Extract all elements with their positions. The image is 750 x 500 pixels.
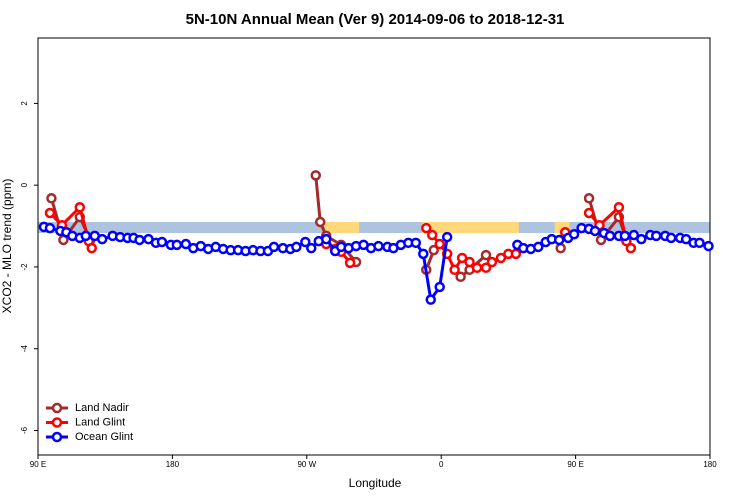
y-tick-label: -2 [20, 263, 29, 271]
data-point [86, 242, 98, 254]
y-axis-label: XCO2 - MLO trend (ppm) [0, 179, 14, 314]
y-tick-label: -6 [20, 426, 29, 434]
data-point [134, 234, 145, 246]
data-point [604, 230, 616, 242]
data-point [533, 241, 544, 253]
data-point [306, 242, 317, 254]
data-point [555, 242, 566, 254]
x-tick-label: 90 E [30, 460, 46, 469]
data-point [625, 242, 637, 254]
data-point [434, 281, 445, 293]
data-point [44, 207, 56, 219]
data-point [510, 248, 522, 260]
data-point [46, 193, 57, 204]
data-point [486, 256, 498, 268]
highlight-band [323, 221, 360, 234]
data-point [628, 229, 640, 241]
data-point [425, 294, 436, 305]
data-point [553, 234, 565, 246]
data-point [80, 230, 92, 242]
legend-label: Ocean Glint [75, 431, 133, 443]
data-point [480, 262, 492, 274]
data-point [703, 240, 714, 252]
highlight-band [554, 221, 570, 234]
legend-marker [51, 417, 63, 428]
y-tick-label: 0 [20, 182, 29, 187]
data-point [471, 262, 483, 274]
data-point [456, 252, 468, 264]
data-point [583, 193, 595, 204]
data-point [464, 256, 475, 268]
data-point [583, 207, 595, 219]
highlight-band [421, 221, 519, 234]
data-point [44, 222, 56, 234]
data-point [421, 222, 432, 234]
data-point [495, 252, 507, 264]
data-point [619, 230, 631, 242]
x-tick-label: 180 [703, 460, 717, 469]
x-tick-label: 0 [439, 460, 444, 469]
data-point [373, 240, 384, 252]
data-point [694, 237, 705, 249]
data-point [636, 233, 647, 245]
data-point [310, 170, 322, 181]
x-tick-label: 90 E [567, 460, 583, 469]
chart-title: 5N-10N Annual Mean (Ver 9) 2014-09-06 to… [186, 11, 565, 28]
reference-band [38, 221, 710, 234]
data-point [291, 241, 302, 253]
data-point [180, 238, 192, 250]
x-tick-label: 90 W [297, 460, 316, 469]
legend-label: Land Nadir [75, 402, 129, 414]
data-point [314, 216, 326, 228]
legend-marker [51, 431, 63, 443]
data-point [268, 241, 280, 253]
data-point [344, 257, 356, 269]
legend-marker [51, 402, 63, 414]
data-point [426, 229, 438, 241]
data-point [156, 236, 168, 248]
data-point [428, 244, 439, 256]
y-tick-label: -4 [20, 345, 29, 353]
data-point [96, 233, 108, 245]
data-point [589, 225, 601, 237]
x-axis-label: Longitude [349, 476, 402, 490]
data-point [568, 228, 580, 240]
data-point [613, 202, 625, 213]
data-point [171, 239, 183, 251]
data-point [320, 233, 332, 245]
data-point [441, 231, 453, 243]
data-point [410, 237, 422, 249]
data-point [449, 264, 460, 276]
data-point [434, 238, 445, 250]
legend-label: Land Glint [75, 416, 125, 428]
data-point [650, 230, 662, 242]
y-tick-label: 2 [20, 101, 29, 106]
data-point [480, 249, 492, 261]
data-point [665, 232, 677, 244]
data-point [418, 248, 429, 260]
data-point [300, 236, 311, 248]
data-point [455, 271, 466, 283]
data-point [74, 202, 86, 213]
x-tick-label: 180 [166, 460, 180, 469]
